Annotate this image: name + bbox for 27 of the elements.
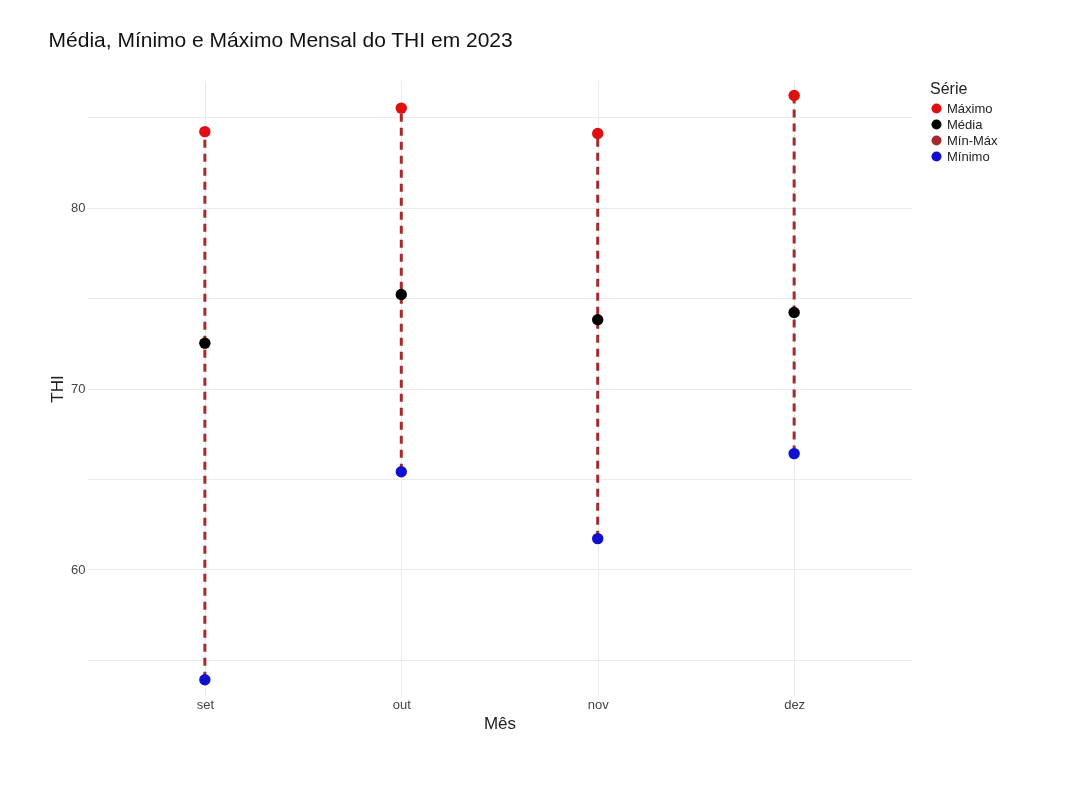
x-tick-label: out [392,696,412,712]
y-tick-label: 70 [71,381,86,396]
point [788,447,800,460]
y-tick-label: 80 [71,200,86,216]
x-tick-label: set [196,696,215,712]
x-axis-title: Mês [483,713,517,733]
point [395,288,407,301]
legend-title: Série [930,80,968,97]
point [788,306,800,319]
point [592,532,604,545]
point [395,466,407,478]
point [592,127,604,140]
point [199,337,211,349]
legend-label: Média [947,116,984,132]
point [395,102,407,114]
legend-label: Máximo [947,100,993,116]
y-axis-title: THI [48,375,68,403]
point [592,314,604,326]
point [199,125,211,138]
point [788,89,800,102]
x-tick-label: nov [587,696,610,712]
y-tick-label: 60 [71,561,86,577]
point [199,674,211,686]
x-tick-label: dez [784,696,806,712]
chart-title: Média, Mínimo e Máximo Mensal do THI em 2023 [48,28,513,51]
legend-label: Mín-Máx [947,132,999,148]
legend-label: Mínimo [947,148,990,164]
